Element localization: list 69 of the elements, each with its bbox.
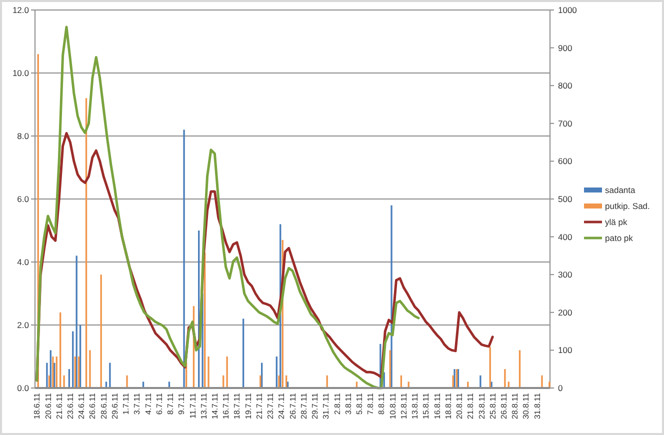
x-tick-label: 26.8.11 bbox=[499, 392, 508, 420]
y2-tick-label: 300 bbox=[558, 270, 572, 280]
x-tick-label: 13.8.11 bbox=[410, 392, 420, 420]
y-tick-label: 6.0 bbox=[17, 194, 30, 204]
x-tick-label: 25.8.11 bbox=[488, 392, 498, 420]
x-tick-label: 29.6.11 bbox=[110, 392, 120, 420]
y-tick-label: 0.0 bbox=[17, 382, 30, 393]
x-tick-label: 18.6.11 bbox=[32, 392, 42, 420]
x-tick-label: 16.8.11 bbox=[432, 392, 442, 420]
legend-label: putkip. Sad. bbox=[605, 200, 650, 211]
x-tick-label: 28.6.11 bbox=[99, 392, 108, 420]
x-tick-label: 14.7.11 bbox=[210, 392, 220, 420]
line-series bbox=[36, 26, 420, 390]
x-tick-label: 5.8.11 bbox=[354, 392, 364, 415]
y2-tick-label: 400 bbox=[558, 232, 572, 242]
x-tick-label: 15.8.11 bbox=[422, 392, 431, 420]
y2-tick-label: 800 bbox=[558, 80, 572, 91]
x-tick-label: 10.8.11 bbox=[388, 392, 398, 420]
x-tick-label: 8.7.11 bbox=[166, 392, 176, 415]
x-tick-label: 30.8.11 bbox=[522, 392, 531, 420]
x-tick-label: 28.8.11 bbox=[510, 392, 520, 420]
x-tick-label: 31.8.11 bbox=[532, 392, 542, 420]
y2-tick-label: 100 bbox=[558, 345, 572, 356]
y2-tick-label: 200 bbox=[558, 307, 572, 318]
x-tick-label: 24.7.11 bbox=[277, 392, 286, 420]
x-tick-label: 29.7.11 bbox=[310, 392, 320, 420]
x-tick-label: 23.8.11 bbox=[477, 392, 486, 420]
legend-label: sadanta bbox=[605, 184, 636, 195]
x-tick-label: 8.8.11 bbox=[377, 392, 386, 415]
x-tick-label: 6.7.11 bbox=[154, 392, 164, 415]
x-tick-label: 3.7.11 bbox=[132, 392, 142, 415]
y2-tick-label: 700 bbox=[558, 118, 572, 128]
x-tick-label: 23.6.11 bbox=[66, 392, 75, 420]
x-tick-label: 31.7.11 bbox=[322, 392, 331, 420]
x-tick-label: 3.8.11 bbox=[344, 392, 353, 415]
x-tick-label: 28.7.11 bbox=[299, 392, 308, 420]
x-tick-label: 20.6.11 bbox=[44, 392, 53, 420]
x-tick-label: 26.7.11 bbox=[288, 392, 298, 420]
x-tick-label: 18.8.11 bbox=[444, 392, 453, 420]
x-tick-label: 23.7.11 bbox=[266, 392, 276, 420]
x-tick-label: 26.6.11 bbox=[88, 392, 98, 420]
y2-tick-label: 600 bbox=[558, 156, 572, 166]
x-tick-label: 16.7.11 bbox=[222, 392, 231, 420]
x-tick-label: 7.8.11 bbox=[366, 392, 376, 415]
x-tick-label: 13.7.11 bbox=[199, 392, 208, 420]
x-tick-label: 19.7.11 bbox=[244, 392, 253, 420]
y-tick-label: 8.0 bbox=[17, 130, 30, 141]
x-tick-label: 18.7.11 bbox=[232, 392, 242, 420]
x-tick-label: 21.7.11 bbox=[254, 392, 264, 420]
x-tick-label: 9.7.11 bbox=[177, 392, 186, 415]
legend-label: pato pk bbox=[605, 232, 634, 243]
x-tick-label: 21.6.11 bbox=[54, 392, 64, 420]
y2-tick-label: 1000 bbox=[558, 4, 578, 15]
x-tick-label: 24.6.11 bbox=[77, 392, 86, 420]
x-tick-label: 4.7.11 bbox=[144, 392, 153, 415]
y2-tick-label: 500 bbox=[558, 194, 572, 204]
x-tick-label: 21.8.11 bbox=[466, 392, 476, 420]
y-tick-label: 10.0 bbox=[12, 68, 30, 78]
x-tick-label: 12.8.11 bbox=[399, 392, 408, 420]
x-tick-label: 1.7.11 bbox=[122, 392, 131, 415]
x-tick-label: 20.8.11 bbox=[455, 392, 464, 420]
x-tick-label: 2.8.11 bbox=[332, 392, 342, 415]
x-tick-label: 11.7.11 bbox=[188, 392, 198, 419]
y2-tick-label: 900 bbox=[558, 42, 572, 53]
y-tick-label: 2.0 bbox=[17, 320, 30, 330]
y-tick-label: 12.0 bbox=[12, 4, 30, 15]
y-tick-label: 4.0 bbox=[17, 256, 30, 267]
legend-label: ylä pk bbox=[605, 216, 628, 227]
y2-tick-label: 0 bbox=[558, 382, 563, 393]
